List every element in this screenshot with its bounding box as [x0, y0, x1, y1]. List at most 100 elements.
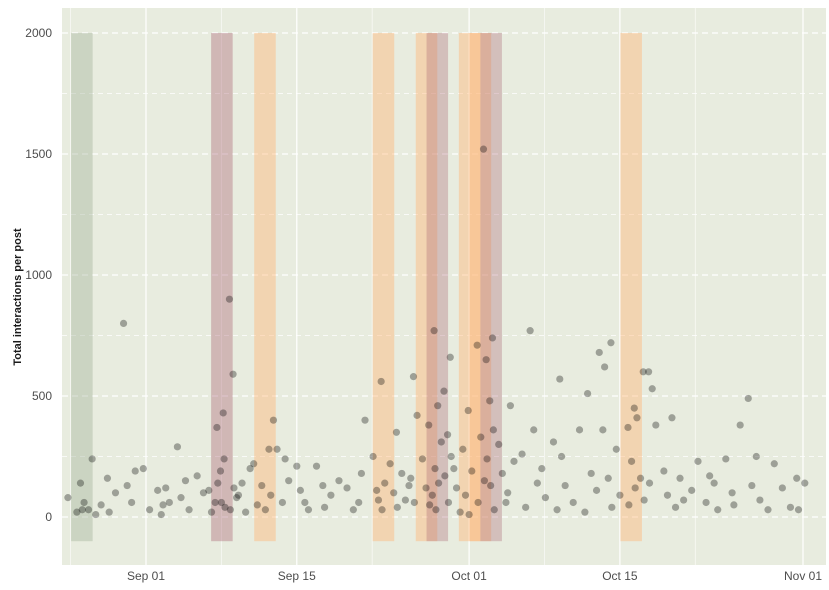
data-point — [556, 375, 564, 383]
data-point — [612, 445, 620, 453]
data-point — [401, 496, 409, 504]
data-point — [498, 469, 506, 478]
data-point — [409, 373, 418, 381]
data-point — [714, 506, 722, 514]
data-point — [541, 494, 550, 502]
data-point — [633, 414, 641, 422]
data-point — [230, 484, 238, 492]
x-tick-label: Oct 01 — [451, 569, 487, 583]
data-point — [253, 501, 261, 509]
data-point — [349, 506, 357, 514]
highlight-band — [415, 33, 438, 542]
highlight-band — [372, 33, 395, 542]
data-point — [490, 506, 498, 514]
data-point — [105, 508, 113, 516]
data-point — [238, 479, 246, 487]
data-point — [88, 455, 96, 463]
y-tick-label: 1500 — [25, 147, 52, 161]
data-point — [355, 498, 363, 507]
data-point — [671, 503, 680, 511]
data-point — [304, 506, 313, 514]
data-point — [680, 496, 688, 504]
data-point — [425, 421, 433, 429]
data-point — [181, 477, 190, 485]
data-point — [636, 474, 645, 482]
data-point — [477, 433, 485, 441]
data-point — [216, 467, 225, 475]
data-point — [474, 498, 482, 507]
data-point — [744, 394, 752, 403]
highlight-band — [254, 33, 276, 542]
data-point — [479, 145, 488, 153]
data-point — [242, 508, 250, 516]
data-point — [229, 370, 237, 378]
data-point — [131, 467, 139, 475]
data-point — [234, 491, 243, 499]
data-point — [473, 341, 481, 349]
data-point — [246, 465, 254, 473]
data-point — [530, 426, 538, 434]
data-point — [103, 474, 112, 482]
data-point — [84, 506, 93, 514]
data-point — [581, 508, 589, 516]
data-point — [343, 484, 351, 492]
data-point — [752, 452, 760, 461]
y-axis-ticks: 0 500 1000 1500 2000 — [25, 26, 52, 524]
data-point — [599, 426, 607, 434]
highlight-band — [620, 33, 642, 542]
data-point — [444, 498, 453, 507]
data-point — [258, 481, 266, 490]
data-point — [327, 491, 335, 499]
y-tick-label: 1000 — [25, 268, 52, 282]
data-point — [446, 353, 454, 361]
data-point — [652, 421, 660, 429]
data-point — [335, 477, 343, 485]
data-point — [320, 503, 329, 511]
data-point — [119, 319, 128, 327]
x-tick-label: Nov 01 — [784, 569, 822, 583]
data-point — [595, 348, 603, 357]
data-point — [221, 503, 229, 511]
data-point — [407, 474, 415, 482]
data-point — [199, 489, 208, 497]
data-point — [373, 486, 381, 494]
data-point — [214, 479, 222, 487]
data-point — [483, 455, 491, 463]
data-point — [627, 457, 636, 465]
data-point — [482, 356, 490, 364]
highlight-band — [211, 33, 233, 542]
y-tick-label: 0 — [45, 510, 52, 524]
x-tick-label: Sep 01 — [127, 569, 165, 583]
data-point — [265, 445, 273, 453]
data-point — [756, 496, 764, 504]
data-point — [722, 455, 730, 463]
data-point — [452, 484, 461, 492]
data-point — [78, 506, 86, 514]
data-point — [205, 486, 213, 494]
data-point — [504, 489, 512, 497]
data-point — [269, 416, 278, 424]
highlight-band — [458, 33, 481, 542]
data-point — [430, 327, 438, 335]
data-point — [392, 428, 401, 436]
data-point — [361, 416, 369, 424]
data-point — [410, 498, 418, 507]
data-point — [587, 469, 595, 478]
data-point — [631, 484, 639, 492]
data-point — [608, 503, 616, 511]
data-point — [702, 498, 710, 507]
data-point — [123, 481, 131, 490]
highlight-band — [426, 33, 449, 542]
data-point — [450, 465, 458, 473]
data-point — [159, 501, 167, 509]
data-point — [786, 503, 795, 511]
data-point — [369, 452, 377, 461]
data-point — [459, 445, 467, 453]
data-point — [736, 421, 744, 429]
data-point — [480, 477, 488, 485]
data-point — [569, 498, 577, 507]
data-point — [688, 486, 696, 494]
data-point — [441, 472, 449, 480]
data-point — [601, 363, 609, 371]
data-point — [538, 465, 546, 473]
